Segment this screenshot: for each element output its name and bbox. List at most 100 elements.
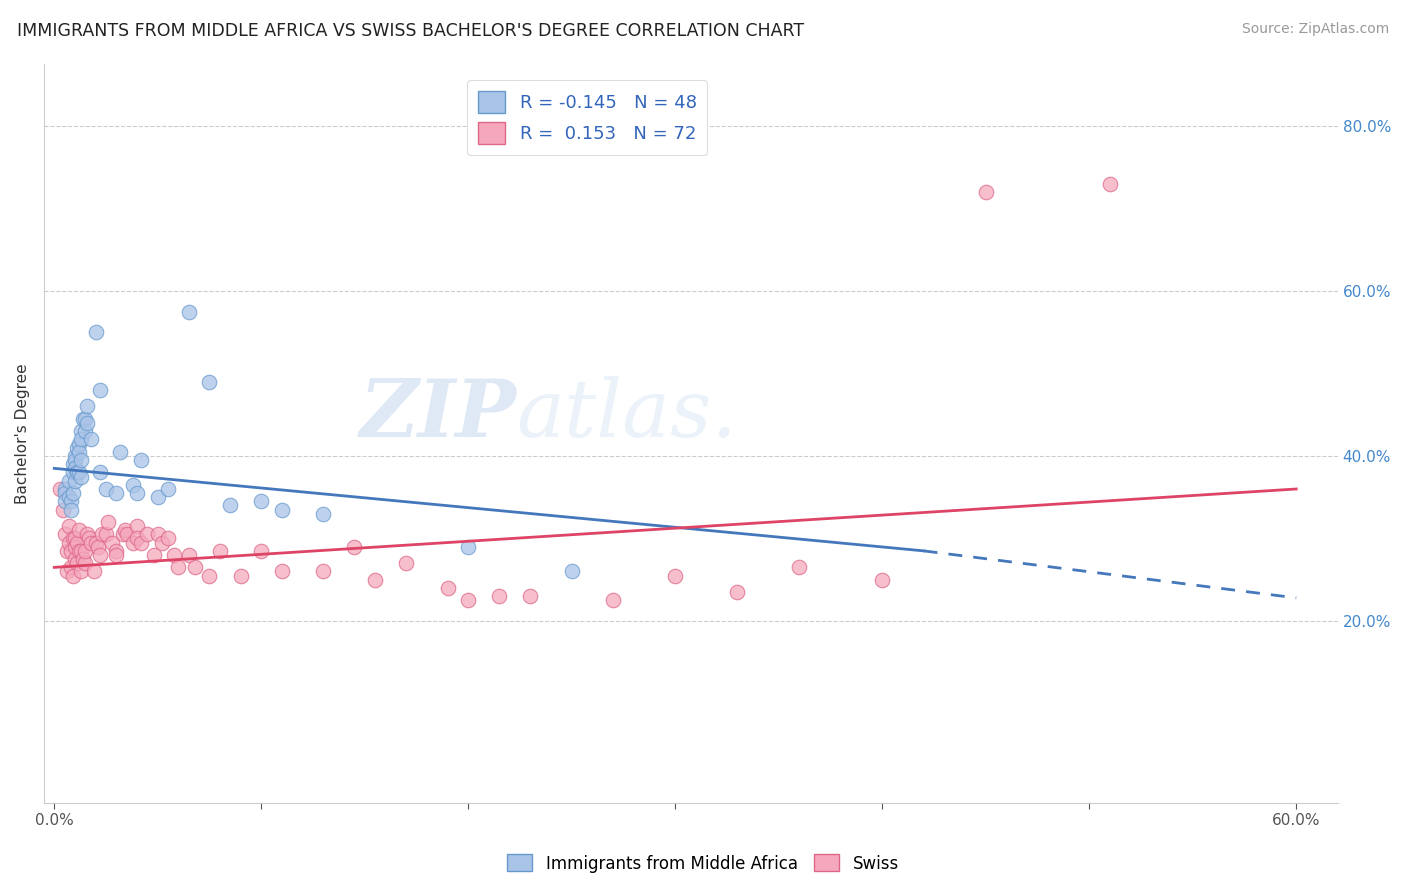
Point xyxy=(125,486,148,500)
Point xyxy=(974,185,997,199)
Point xyxy=(76,527,98,541)
Point xyxy=(90,527,112,541)
Point xyxy=(53,527,76,541)
Point xyxy=(457,593,479,607)
Text: ZIP: ZIP xyxy=(359,376,516,453)
Point xyxy=(72,552,94,566)
Point xyxy=(63,532,86,546)
Point xyxy=(80,535,103,549)
Point xyxy=(343,540,366,554)
Point xyxy=(105,548,128,562)
Point xyxy=(62,457,84,471)
Point xyxy=(146,527,169,541)
Point xyxy=(63,449,86,463)
Point xyxy=(58,490,80,504)
Text: Source: ZipAtlas.com: Source: ZipAtlas.com xyxy=(1241,22,1389,37)
Point xyxy=(122,535,145,549)
Point xyxy=(101,535,124,549)
Point xyxy=(111,527,134,541)
Y-axis label: Bachelor's Degree: Bachelor's Degree xyxy=(15,363,30,504)
Point xyxy=(229,568,252,582)
Point xyxy=(62,568,84,582)
Point xyxy=(67,544,90,558)
Point xyxy=(63,540,86,554)
Point xyxy=(602,593,624,607)
Point xyxy=(89,383,111,397)
Point xyxy=(58,535,80,549)
Point xyxy=(271,565,294,579)
Point xyxy=(488,589,510,603)
Point xyxy=(62,486,84,500)
Point xyxy=(184,560,207,574)
Point xyxy=(58,474,80,488)
Point xyxy=(250,544,273,558)
Point xyxy=(84,325,107,339)
Point xyxy=(364,573,387,587)
Point xyxy=(66,441,89,455)
Point xyxy=(55,565,77,579)
Point xyxy=(163,548,186,562)
Point xyxy=(66,466,89,480)
Point xyxy=(53,494,76,508)
Point xyxy=(219,499,242,513)
Point xyxy=(146,490,169,504)
Point xyxy=(63,453,86,467)
Point xyxy=(110,445,132,459)
Point xyxy=(250,494,273,508)
Point xyxy=(122,478,145,492)
Point xyxy=(83,565,105,579)
Point xyxy=(75,424,97,438)
Point xyxy=(58,519,80,533)
Point xyxy=(59,494,82,508)
Point xyxy=(150,535,173,549)
Point xyxy=(86,540,108,554)
Point xyxy=(312,565,335,579)
Point xyxy=(198,568,221,582)
Point xyxy=(312,507,335,521)
Point xyxy=(94,482,117,496)
Point xyxy=(115,527,138,541)
Point xyxy=(70,544,93,558)
Point xyxy=(84,535,107,549)
Point xyxy=(59,560,82,574)
Point xyxy=(125,532,148,546)
Point xyxy=(114,523,136,537)
Point xyxy=(142,548,165,562)
Point xyxy=(97,515,120,529)
Point xyxy=(76,400,98,414)
Point xyxy=(67,523,90,537)
Point xyxy=(94,527,117,541)
Point xyxy=(561,565,583,579)
Point xyxy=(198,375,221,389)
Point xyxy=(271,502,294,516)
Point xyxy=(70,424,93,438)
Point xyxy=(208,544,231,558)
Point xyxy=(55,544,77,558)
Point xyxy=(395,556,418,570)
Point xyxy=(49,482,72,496)
Point xyxy=(53,482,76,496)
Point xyxy=(664,568,686,582)
Point xyxy=(89,466,111,480)
Point xyxy=(63,552,86,566)
Point xyxy=(75,544,97,558)
Point xyxy=(70,453,93,467)
Point xyxy=(70,433,93,447)
Point xyxy=(436,581,458,595)
Point xyxy=(1098,177,1121,191)
Point xyxy=(129,535,152,549)
Point xyxy=(89,548,111,562)
Point xyxy=(725,585,748,599)
Point xyxy=(70,469,93,483)
Point xyxy=(63,474,86,488)
Point xyxy=(59,544,82,558)
Point xyxy=(789,560,811,574)
Point xyxy=(67,436,90,450)
Point xyxy=(76,416,98,430)
Point xyxy=(79,532,101,546)
Point xyxy=(177,304,200,318)
Text: atlas.: atlas. xyxy=(516,376,737,453)
Point xyxy=(62,466,84,480)
Point xyxy=(66,535,89,549)
Point xyxy=(67,466,90,480)
